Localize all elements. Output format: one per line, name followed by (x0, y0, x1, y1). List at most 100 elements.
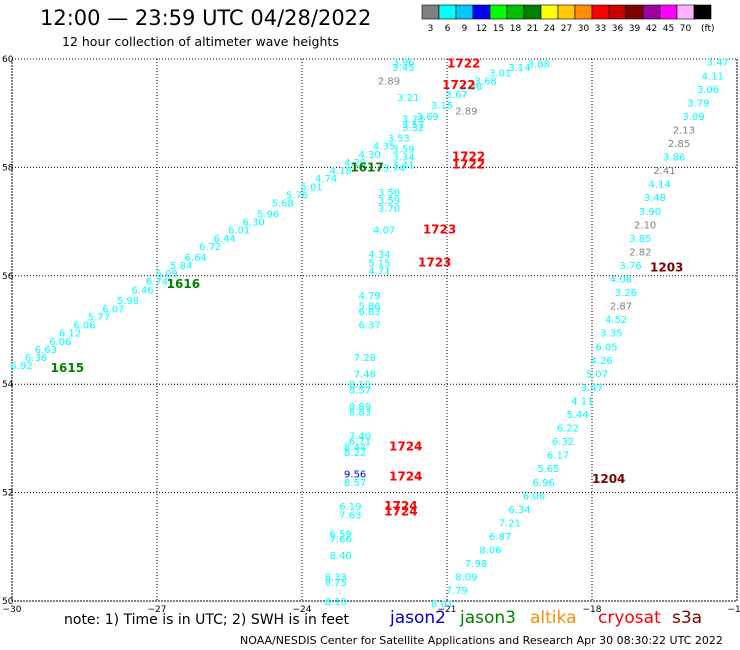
y-tick-label: 50 (2, 597, 14, 607)
swh-point: 3.69 (417, 112, 439, 123)
pass-time-label: 1724 (384, 505, 417, 519)
swh-point: 6.44 (214, 234, 236, 245)
swh-point: 3.70 (378, 204, 400, 215)
legend-jason2: jason2 (390, 608, 446, 628)
swh-point: 3.76 (620, 261, 642, 272)
swh-point: 6.63 (35, 345, 57, 356)
swh-point: 3.48 (644, 193, 666, 204)
swh-point: 3.88 (528, 59, 550, 70)
swh-point: 3.38 (460, 82, 482, 93)
colorbar-label: 27 (561, 24, 572, 34)
colorbar-swatch (693, 4, 712, 20)
legend-altika: altika (530, 608, 577, 628)
swh-point: 6.22 (557, 424, 579, 435)
swh-point: 6.05 (595, 342, 617, 353)
swh-point: 7.21 (499, 518, 521, 529)
swh-point: 3.34 (392, 153, 414, 164)
swh-point: 5.01 (301, 182, 323, 193)
colorbar-label: 70 (680, 24, 692, 34)
colorbar-swatch (421, 4, 440, 20)
colorbar-label: 39 (629, 24, 641, 34)
swh-point: 4.11 (702, 71, 724, 82)
swh-point: 3.96 (392, 58, 414, 69)
swh-point: 4.07 (373, 226, 395, 237)
swh-point: 6.09 (156, 269, 178, 280)
swh-point: 4.14 (649, 180, 671, 191)
pass-time-label: 1724 (389, 469, 422, 483)
swh-point: 6.37 (359, 321, 381, 332)
pass-time-label: 1724 (389, 440, 422, 454)
swh-point: 3.35 (600, 329, 622, 340)
swh-point: 2.41 (653, 166, 675, 177)
swh-point: 5.76 (286, 191, 308, 202)
swh-point: 3.53 (388, 134, 410, 145)
x-tick-label: −18 (583, 605, 602, 612)
swh-point: 6.92 (11, 361, 33, 372)
data-points: 6.926.366.636.066.126.065.776.075.986.46… (11, 53, 739, 607)
chart-canvas: 3 6 9 12 15 18 21 24 27 30 33 36 39 42 45 70 (ft) −30 −27… (2, 4, 740, 612)
swh-point: 3.59 (392, 144, 414, 155)
swh-point: 2.87 (610, 302, 632, 313)
swh-point: 6.46 (131, 285, 153, 296)
legend-jason3: jason3 (460, 608, 516, 628)
footer-credit: NOAA/NESDIS Center for Satellite Applica… (240, 634, 723, 647)
axis-ticks: −30 −27 −24 −21 −18 −15 50 52 54 56 58 60 (2, 55, 740, 612)
pass-time-label: 1723 (423, 223, 456, 237)
colorbar-swatch (455, 4, 474, 20)
swh-point: 6.34 (508, 505, 530, 516)
swh-point: 5.65 (537, 464, 559, 475)
pass-time-label: 1723 (418, 255, 451, 269)
colorbar-label: 18 (510, 24, 522, 34)
y-tick-label: 56 (2, 272, 14, 282)
swh-point: 5.44 (566, 410, 588, 421)
swh-point: 7.28 (354, 353, 376, 364)
swh-point: 6.83 (359, 307, 381, 318)
chart-title: 12:00 — 23:59 UTC 04/28/2022 (40, 6, 372, 30)
swh-point: 7.66 (330, 535, 352, 546)
swh-point: 8.75 (325, 578, 347, 589)
colorbar-swatch (472, 4, 491, 20)
x-tick-label: −30 (3, 605, 22, 612)
swh-point: 4.74 (315, 174, 337, 185)
colorbar-label: 21 (527, 24, 538, 34)
y-tick-label: 58 (2, 163, 14, 173)
swh-point: 3.26 (615, 288, 637, 299)
swh-point: 6.07 (102, 304, 124, 315)
swh-point: 6.32 (552, 437, 574, 448)
swh-point: 7.40 (349, 432, 371, 443)
swh-point: 6.19 (339, 502, 361, 513)
pass-time-label: 1722 (452, 150, 485, 164)
y-tick-label: 54 (2, 380, 14, 390)
swh-point: 5.96 (257, 209, 279, 220)
colorbar-swatch (557, 4, 576, 20)
swh-point: 4.18 (330, 166, 352, 177)
swh-point: 4.34 (368, 250, 390, 261)
colorbar-label: 24 (544, 24, 556, 34)
swh-point: 6.06 (73, 321, 95, 332)
swh-point: 6.96 (533, 478, 555, 489)
pass-time-label: 1722 (447, 56, 480, 70)
colorbar-label: 6 (445, 24, 451, 34)
colorbar-label: 36 (612, 24, 624, 34)
swh-point: 3.32 (402, 123, 424, 134)
colorbar-label: 42 (646, 24, 657, 34)
colorbar-swatch (591, 4, 610, 20)
footer-note: note: 1) Time is in UTC; 2) SWH is in fe… (64, 612, 350, 628)
pass-time-label: 1203 (650, 261, 683, 275)
y-tick-label: 52 (2, 489, 13, 499)
swh-point: 3.59 (378, 196, 400, 207)
swh-point: 2.89 (455, 106, 477, 117)
colorbar-swatch (659, 4, 678, 20)
x-tick-label: −24 (293, 605, 312, 612)
swh-point: 3.73 (402, 115, 424, 126)
swh-point: 4.52 (605, 315, 627, 326)
swh-point: 6.71 (349, 437, 371, 448)
colorbar-swatch (574, 4, 593, 20)
pass-time-label: 1615 (51, 361, 84, 375)
colorbar-swatch (489, 4, 508, 20)
swh-point: 6.30 (243, 218, 265, 229)
swh-point: 6.01 (228, 226, 250, 237)
swh-point: 8.57 (344, 478, 366, 489)
swh-point: 3.47 (581, 383, 603, 394)
swh-point: 3.58 (378, 188, 400, 199)
